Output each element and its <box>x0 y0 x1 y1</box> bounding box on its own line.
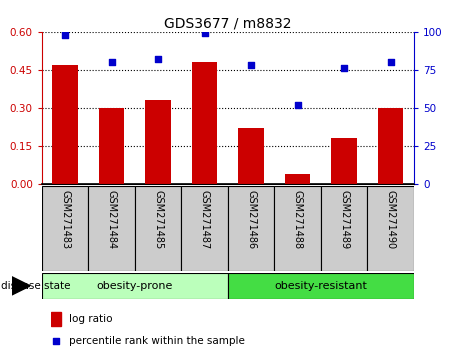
Polygon shape <box>12 277 30 295</box>
Bar <box>51 312 61 326</box>
Text: GSM271489: GSM271489 <box>339 190 349 249</box>
Text: percentile rank within the sample: percentile rank within the sample <box>69 336 245 346</box>
Bar <box>228 273 414 299</box>
Bar <box>135 186 181 271</box>
Text: GSM271485: GSM271485 <box>153 190 163 249</box>
Point <box>108 59 115 65</box>
Text: disease state: disease state <box>1 281 70 291</box>
Bar <box>99 108 124 184</box>
Bar <box>367 186 414 271</box>
Bar <box>181 186 228 271</box>
Text: GSM271490: GSM271490 <box>385 190 396 249</box>
Point <box>154 56 162 62</box>
Bar <box>42 186 88 271</box>
Text: GSM271486: GSM271486 <box>246 190 256 249</box>
Point <box>294 102 301 108</box>
Point <box>387 59 394 65</box>
Bar <box>192 62 217 184</box>
Point <box>340 65 348 71</box>
Bar <box>52 65 78 184</box>
Bar <box>42 273 228 299</box>
Text: GSM271484: GSM271484 <box>106 190 117 249</box>
Bar <box>331 138 357 184</box>
Bar <box>285 174 310 184</box>
Bar <box>321 186 367 271</box>
Point <box>53 338 60 344</box>
Bar <box>145 101 171 184</box>
Bar <box>378 108 403 184</box>
Text: log ratio: log ratio <box>69 314 113 324</box>
Bar <box>238 128 264 184</box>
Bar <box>88 186 135 271</box>
Bar <box>228 186 274 271</box>
Text: obesity-prone: obesity-prone <box>97 281 173 291</box>
Point <box>201 30 208 36</box>
Bar <box>274 186 321 271</box>
Title: GDS3677 / m8832: GDS3677 / m8832 <box>164 17 292 31</box>
Text: obesity-resistant: obesity-resistant <box>274 281 367 291</box>
Text: GSM271487: GSM271487 <box>199 190 210 249</box>
Text: GSM271488: GSM271488 <box>292 190 303 249</box>
Text: GSM271483: GSM271483 <box>60 190 70 249</box>
Point <box>247 63 255 68</box>
Point <box>61 32 69 38</box>
